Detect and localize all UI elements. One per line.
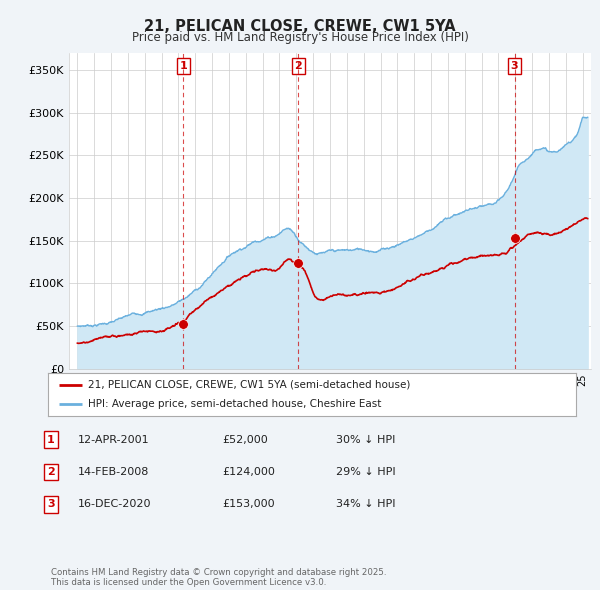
Text: 3: 3 (511, 61, 518, 71)
Text: 16-DEC-2020: 16-DEC-2020 (78, 500, 151, 509)
Text: £153,000: £153,000 (222, 500, 275, 509)
Text: 3: 3 (47, 500, 55, 509)
Text: 29% ↓ HPI: 29% ↓ HPI (336, 467, 395, 477)
Text: 21, PELICAN CLOSE, CREWE, CW1 5YA (semi-detached house): 21, PELICAN CLOSE, CREWE, CW1 5YA (semi-… (88, 380, 410, 390)
Text: 2: 2 (47, 467, 55, 477)
Text: 2: 2 (295, 61, 302, 71)
Text: 1: 1 (47, 435, 55, 444)
Text: Price paid vs. HM Land Registry's House Price Index (HPI): Price paid vs. HM Land Registry's House … (131, 31, 469, 44)
Text: £52,000: £52,000 (222, 435, 268, 444)
Text: 34% ↓ HPI: 34% ↓ HPI (336, 500, 395, 509)
Text: £124,000: £124,000 (222, 467, 275, 477)
Text: 14-FEB-2008: 14-FEB-2008 (78, 467, 149, 477)
Text: 1: 1 (179, 61, 187, 71)
Text: 30% ↓ HPI: 30% ↓ HPI (336, 435, 395, 444)
Text: 12-APR-2001: 12-APR-2001 (78, 435, 149, 444)
Text: 21, PELICAN CLOSE, CREWE, CW1 5YA: 21, PELICAN CLOSE, CREWE, CW1 5YA (144, 19, 456, 34)
Text: HPI: Average price, semi-detached house, Cheshire East: HPI: Average price, semi-detached house,… (88, 399, 381, 409)
Text: Contains HM Land Registry data © Crown copyright and database right 2025.
This d: Contains HM Land Registry data © Crown c… (51, 568, 386, 587)
